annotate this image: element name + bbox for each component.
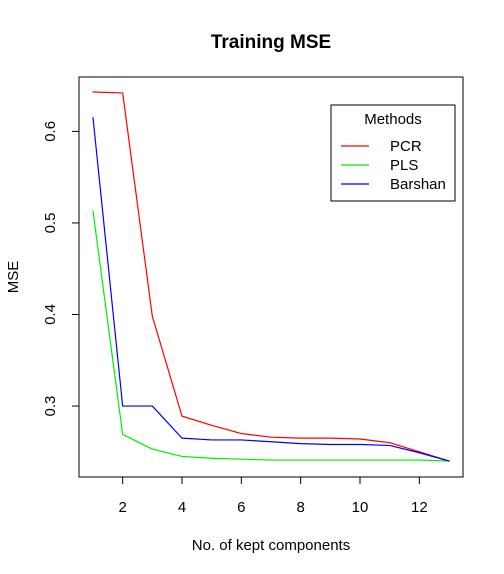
legend-label-pcr: PCR — [390, 138, 422, 155]
x-tick-label-2: 2 — [118, 499, 126, 516]
x-tick-label-4: 4 — [178, 499, 186, 516]
legend-label-barshan: Barshan — [390, 176, 446, 193]
series-line-pls — [92, 210, 450, 462]
y-tick-label-0.3: 0.3 — [42, 396, 59, 417]
x-axis-label: No. of kept components — [192, 537, 350, 554]
y-tick-label-0.5: 0.5 — [42, 213, 59, 234]
y-axis: 0.3 0.4 0.5 0.6 — [42, 121, 80, 417]
chart-title: Training MSE — [211, 32, 331, 53]
legend-box — [330, 104, 456, 202]
legend-title: Methods — [364, 111, 422, 128]
x-tick-label-12: 12 — [411, 499, 428, 516]
series-line-pcr — [92, 91, 450, 462]
legend: Methods PCR PLS Barshan — [330, 104, 456, 202]
legend-label-pls: PLS — [390, 157, 418, 174]
x-tick-label-6: 6 — [237, 499, 245, 516]
series-line-barshan — [92, 117, 450, 462]
x-axis: 2 4 6 8 10 12 — [118, 476, 428, 516]
y-axis-label: MSE — [5, 261, 22, 294]
y-tick-label-0.4: 0.4 — [42, 304, 59, 325]
y-tick-label-0.6: 0.6 — [42, 121, 59, 142]
x-tick-label-8: 8 — [296, 499, 304, 516]
x-tick-label-10: 10 — [352, 499, 369, 516]
legend-items: PCR PLS Barshan — [341, 138, 446, 193]
series-layer — [92, 91, 450, 462]
